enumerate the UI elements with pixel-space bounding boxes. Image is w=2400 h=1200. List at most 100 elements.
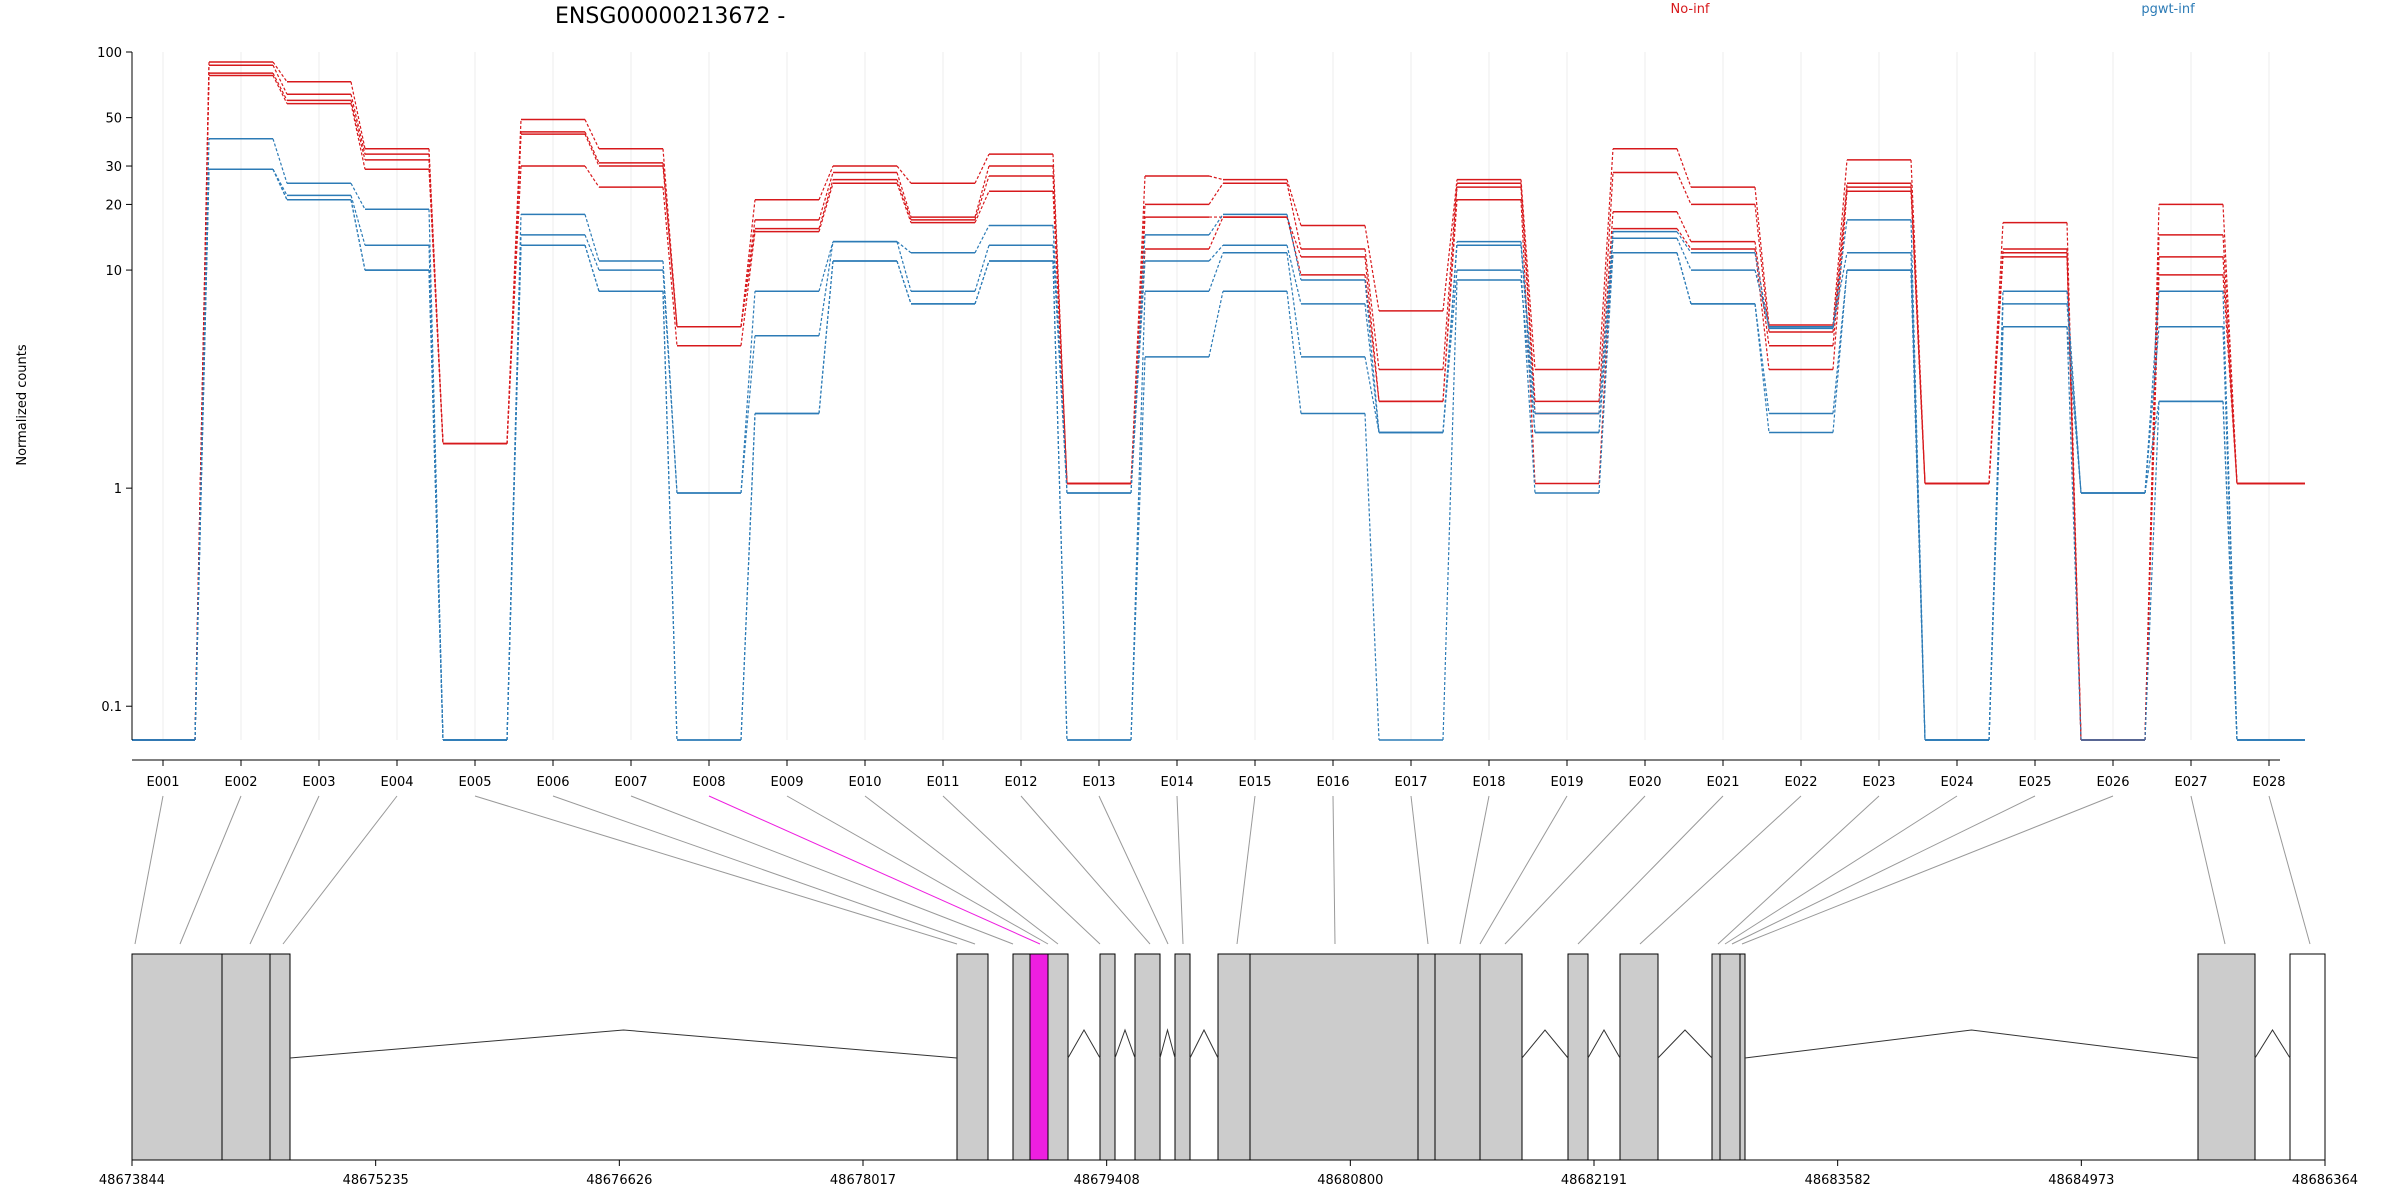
legend-label-no-inf: No-inf [1670,2,1709,17]
series-transition [1286,216,1302,258]
series-transition [818,179,834,229]
x-tick-label: E017 [1394,775,1427,790]
intron-line [2254,1029,2291,1059]
connector-line [1410,795,1429,945]
series-transition [428,270,444,741]
connector-line-highlighted [708,795,1041,945]
series-transition [506,165,522,444]
series-transition [1364,274,1380,402]
series-transition [1598,172,1614,402]
series-transition [1910,159,1926,484]
series-transition [1754,248,1770,370]
series-transition [1988,326,2004,741]
y-tick-label: 20 [105,198,122,213]
series-transition [350,103,366,170]
series-transition [1598,148,1614,370]
x-tick-label: E011 [926,775,959,790]
connector-line [2190,795,2226,945]
series-transition [2222,401,2238,741]
exon-box [221,953,271,1161]
series-transition [896,241,912,292]
series-transition [1130,261,1146,494]
series-transition [818,183,834,232]
series-transition [1676,228,1692,250]
x-tick-label: E015 [1238,775,1271,790]
series-transition [1208,214,1224,236]
series-transition [1676,148,1692,188]
exon-box [2197,953,2256,1161]
series-transition [1676,172,1692,205]
series-transition [1364,248,1380,370]
connector-line [552,795,976,945]
series-transition [818,241,834,292]
connector-line [864,795,1059,945]
series-transition [1052,191,1068,484]
series-transition [1910,252,1926,741]
x-tick-label: E025 [2018,775,2051,790]
series-transition [896,165,912,184]
exon-box [1417,953,1436,1161]
chart-title: ENSG00000213672 - [555,4,785,29]
x-tick-label: E010 [848,775,881,790]
series-transition [2222,256,2238,484]
series-transition [1130,356,1146,741]
connector-line [630,795,1014,945]
series-transition [896,260,912,305]
series-transition [194,169,210,741]
series-transition [584,214,600,262]
y-tick-label: 100 [97,46,122,61]
series-transition [584,234,600,271]
axes [131,52,2280,761]
genomic-tick-label: 48683582 [1805,1173,1871,1188]
series-transition [1520,187,1536,414]
exon-box [1012,953,1031,1161]
series-transition [1130,234,1146,494]
x-tick-label: E020 [1628,775,1661,790]
x-tick-label: E012 [1004,775,1037,790]
series-transition [974,260,990,305]
exon-box [269,953,291,1161]
series-transition [974,165,990,218]
series-transition [818,241,834,336]
series-transition [194,75,210,741]
series-transition [1754,187,1770,326]
exon-box-highlighted [1029,953,1049,1161]
series-3 [132,72,2305,741]
intron-line [1521,1029,1569,1059]
exon-box [1711,953,1721,1161]
series-transition [272,75,288,104]
series-transition [272,138,288,184]
series-transition [1520,279,1536,433]
series-transition [1676,211,1692,242]
intron-line [1067,1028,1101,1059]
series-transition [974,190,990,223]
connector-line [1741,795,2114,945]
exon-box [1719,953,1741,1161]
series-transition [584,133,600,167]
x-tick-label: E002 [224,775,257,790]
series-transition [1208,244,1224,262]
series-transition [974,245,990,292]
series-transition [1052,245,1068,494]
y-tick-label: 30 [105,160,122,175]
exon-box [1739,953,1746,1161]
series-transition [272,168,288,196]
connector-line [1479,795,1568,945]
exon-box [131,953,223,1161]
intron-line [1114,1028,1136,1059]
series-transition [896,179,912,221]
exon-box [956,953,989,1161]
connector-line [282,795,398,945]
series-transition [1754,204,1770,333]
connector-line [1504,795,1646,945]
y-tick-label: 1 [114,482,122,497]
connector-line [1236,795,1256,945]
y-tick-label: 10 [105,264,122,279]
series-transition [1598,211,1614,414]
genomic-tick-label: 48678017 [830,1173,896,1188]
series-transition [272,61,288,83]
series-layer [132,61,2305,741]
series-transition [1832,219,1848,329]
series-transition [1676,237,1692,271]
series-transition [1910,191,1926,484]
